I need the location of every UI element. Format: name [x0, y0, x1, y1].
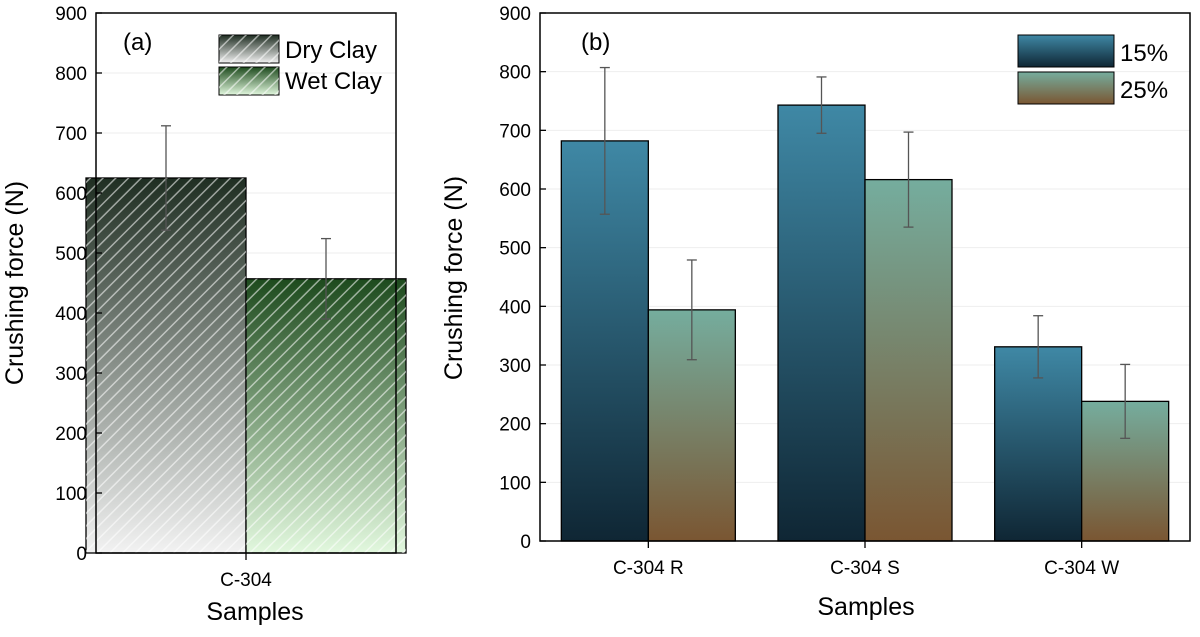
panel-a-x-axis-title: Samples	[206, 598, 303, 626]
panel-b-y-ticks: 0 100 200 300 400 500 600 700 800 900	[499, 4, 546, 553]
panel-b-error-bars	[599, 66, 1131, 439]
panel-a: Crushing force (N) Samples (a) 0 100 200 30…	[1, 4, 407, 626]
y-tick-label: 900	[55, 4, 87, 25]
panel-b-y-axis-title: Crushing force (N)	[440, 176, 468, 380]
panel-a-y-axis-title: Crushing force (N)	[1, 181, 29, 385]
legend-label-wet-clay: Wet Clay	[285, 68, 382, 95]
legend-swatch-wet-clay-hatch	[219, 67, 279, 95]
y-tick-label: 200	[55, 424, 87, 445]
bar-hatch-wet-clay-c-304	[246, 278, 406, 553]
x-tick-label: C-304 S	[830, 558, 900, 579]
y-tick-label: 700	[55, 124, 87, 145]
panel-a-bars	[85, 177, 407, 554]
panel-b-bars	[560, 104, 1170, 542]
bar-hatch-dry-clay-c-304	[86, 178, 246, 553]
legend-swatch-15pct	[1017, 34, 1115, 68]
legend-swatch-25pct	[1017, 71, 1115, 105]
y-tick-label: 0	[520, 532, 531, 553]
panel-a-error-bars	[161, 125, 331, 320]
panel-a-x-ticks: C-304	[220, 553, 272, 591]
y-tick-label: 400	[499, 297, 531, 318]
x-tick-label: C-304 W	[1044, 558, 1119, 579]
x-tick-label: C-304	[220, 570, 272, 591]
y-tick-label: 100	[55, 484, 87, 505]
panel-a-label: (a)	[123, 29, 152, 56]
y-tick-label: 200	[499, 415, 531, 436]
panel-a-legend: Dry Clay Wet Clay	[218, 34, 382, 96]
y-tick-label: 500	[55, 244, 87, 265]
y-tick-label: 400	[55, 304, 87, 325]
y-tick-label: 300	[499, 356, 531, 377]
legend-label-15pct: 15%	[1120, 40, 1168, 67]
y-tick-label: 900	[499, 4, 531, 25]
legend-swatch-dry-clay-hatch	[219, 35, 279, 63]
panel-b-legend: 15% 25%	[1017, 34, 1168, 105]
y-tick-label: 600	[499, 180, 531, 201]
y-tick-label: 600	[55, 184, 87, 205]
legend-label-dry-clay: Dry Clay	[285, 37, 377, 64]
y-tick-label: 300	[55, 364, 87, 385]
bar-15pct-c-304-w	[994, 346, 1083, 542]
panel-b-plot-frame	[539, 12, 1191, 542]
y-tick-label: 800	[55, 64, 87, 85]
y-tick-label: 100	[499, 473, 531, 494]
panel-b-x-ticks: C-304 R C-304 S C-304 W	[613, 541, 1119, 579]
y-tick-label: 800	[499, 63, 531, 84]
y-tick-label: 500	[499, 239, 531, 260]
y-tick-label: 0	[76, 544, 87, 565]
x-tick-label: C-304 R	[613, 558, 684, 579]
y-tick-label: 700	[499, 121, 531, 142]
bar-25pct-c-304-s	[864, 178, 953, 542]
legend-label-25pct: 25%	[1120, 77, 1168, 104]
panel-b-x-axis-title: Samples	[817, 593, 914, 621]
panel-b: Crushing force (N) Samples (b) 0 100 200 30…	[440, 4, 1191, 621]
panel-b-label: (b)	[581, 29, 610, 56]
bar-15pct-c-304-s	[777, 104, 866, 542]
panel-a-plot-frame	[95, 12, 397, 554]
